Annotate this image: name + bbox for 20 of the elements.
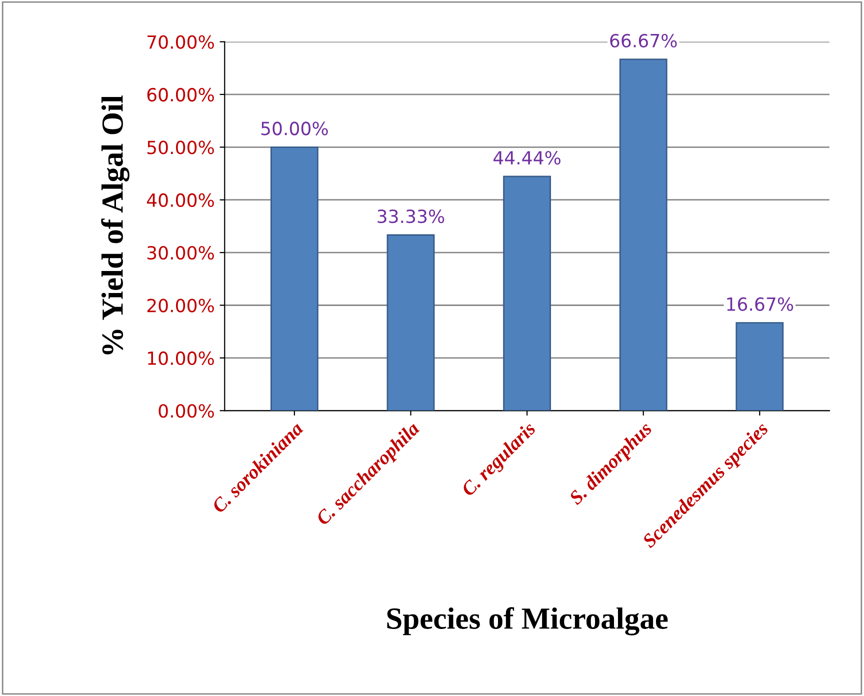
y-tick-label: 50.00% — [147, 140, 214, 154]
bar — [386, 234, 435, 411]
data-label: 16.67% — [727, 297, 794, 311]
bar — [619, 58, 668, 411]
data-label: 44.44% — [494, 150, 560, 165]
bar — [736, 322, 784, 411]
y-axis-title: % Yield of Algal Oil — [101, 95, 130, 354]
data-label: 33.33% — [378, 210, 444, 224]
y-tick-label: 0.00% — [158, 404, 214, 418]
y-tick-label: 60.00% — [147, 88, 214, 102]
data-label: 66.67% — [610, 34, 677, 48]
x-axis-title: Species of Microalgae — [387, 607, 668, 636]
bar — [503, 176, 551, 411]
y-tick-label: 30.00% — [147, 246, 214, 260]
y-tick-label: 70.00% — [148, 35, 214, 49]
data-label: 50.00% — [261, 122, 328, 136]
bar — [270, 146, 318, 411]
y-tick-label: 20.00% — [147, 298, 214, 312]
y-tick-label: 10.00% — [148, 351, 214, 366]
y-tick-label: 40.00% — [146, 193, 214, 207]
